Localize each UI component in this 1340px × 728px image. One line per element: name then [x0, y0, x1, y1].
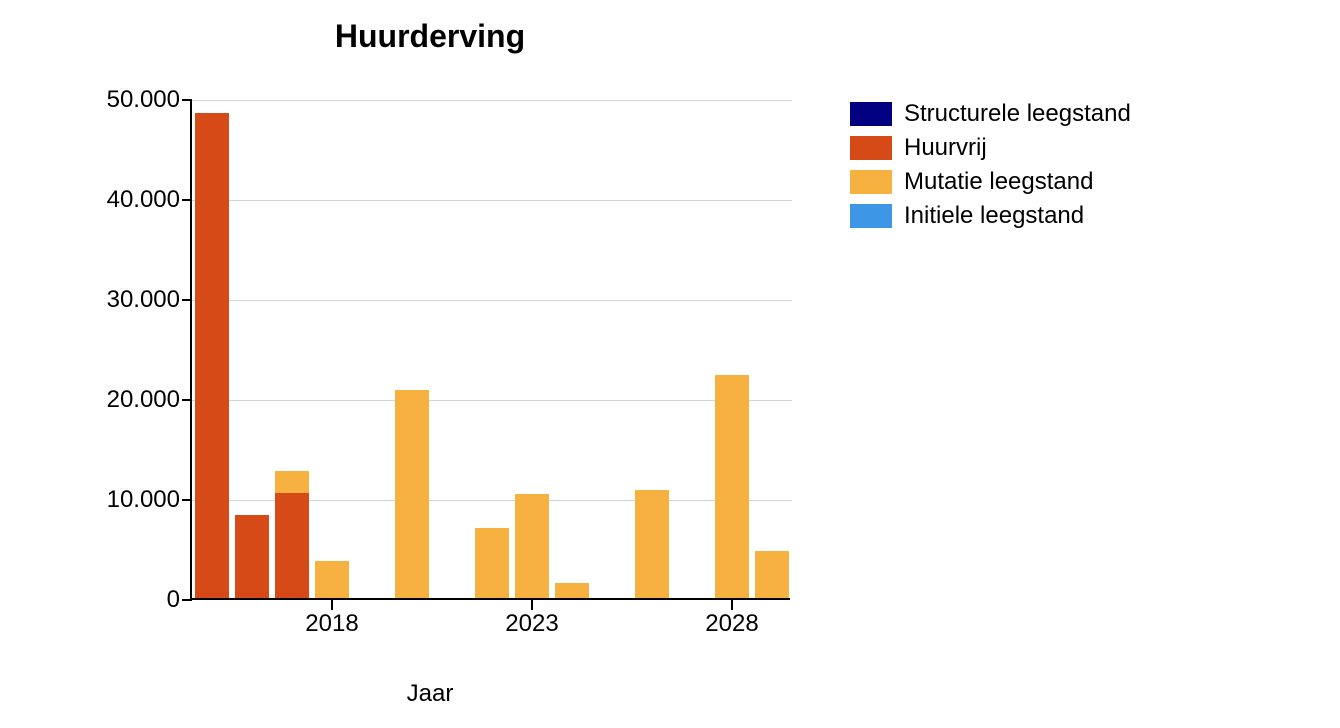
ytick-mark — [182, 599, 192, 601]
legend: Structurele leegstand Huurvrij Mutatie lee… — [850, 100, 1131, 236]
xtick-label: 2023 — [505, 610, 558, 638]
ytick-label: 0 — [60, 586, 180, 614]
bar-mutatie-leegstand — [275, 471, 309, 493]
ytick-label: 30.000 — [60, 286, 180, 314]
xtick-mark — [531, 600, 533, 610]
xtick-mark — [731, 600, 733, 610]
legend-item: Structurele leegstand — [850, 100, 1131, 128]
gridline — [192, 200, 792, 201]
legend-swatch — [850, 204, 892, 228]
legend-swatch — [850, 170, 892, 194]
legend-label: Huurvrij — [904, 134, 987, 162]
bar-huurvrij — [275, 493, 309, 598]
bar-mutatie-leegstand — [475, 528, 509, 598]
ytick-mark — [182, 399, 192, 401]
gridline — [192, 300, 792, 301]
bar-mutatie-leegstand — [715, 375, 749, 598]
bar-mutatie-leegstand — [395, 390, 429, 598]
legend-swatch — [850, 102, 892, 126]
bar-mutatie-leegstand — [315, 561, 349, 598]
x-axis-label: Jaar — [0, 680, 860, 708]
legend-label: Structurele leegstand — [904, 100, 1131, 128]
bar-huurvrij — [235, 515, 269, 598]
plot-area: 010.00020.00030.00040.00050.000201820232… — [190, 100, 790, 600]
legend-item: Initiele leegstand — [850, 202, 1131, 230]
bar-mutatie-leegstand — [515, 494, 549, 598]
bar-mutatie-leegstand — [635, 490, 669, 598]
ytick-mark — [182, 499, 192, 501]
xtick-mark — [331, 600, 333, 610]
gridline — [192, 100, 792, 101]
ytick-label: 50.000 — [60, 86, 180, 114]
ytick-mark — [182, 199, 192, 201]
legend-swatch — [850, 136, 892, 160]
bar-mutatie-leegstand — [755, 551, 789, 598]
legend-label: Mutatie leegstand — [904, 168, 1093, 196]
ytick-mark — [182, 299, 192, 301]
chart-title: Huurderving — [0, 18, 860, 55]
ytick-mark — [182, 99, 192, 101]
legend-label: Initiele leegstand — [904, 202, 1084, 230]
legend-item: Mutatie leegstand — [850, 168, 1131, 196]
bar-mutatie-leegstand — [555, 583, 589, 598]
gridline — [192, 400, 792, 401]
ytick-label: 20.000 — [60, 386, 180, 414]
bar-huurvrij — [195, 113, 229, 598]
legend-item: Huurvrij — [850, 134, 1131, 162]
xtick-label: 2028 — [705, 610, 758, 638]
chart-container: Huurderving Huurderving 010.00020.00030.… — [0, 0, 1340, 728]
xtick-label: 2018 — [305, 610, 358, 638]
ytick-label: 10.000 — [60, 486, 180, 514]
ytick-label: 40.000 — [60, 186, 180, 214]
